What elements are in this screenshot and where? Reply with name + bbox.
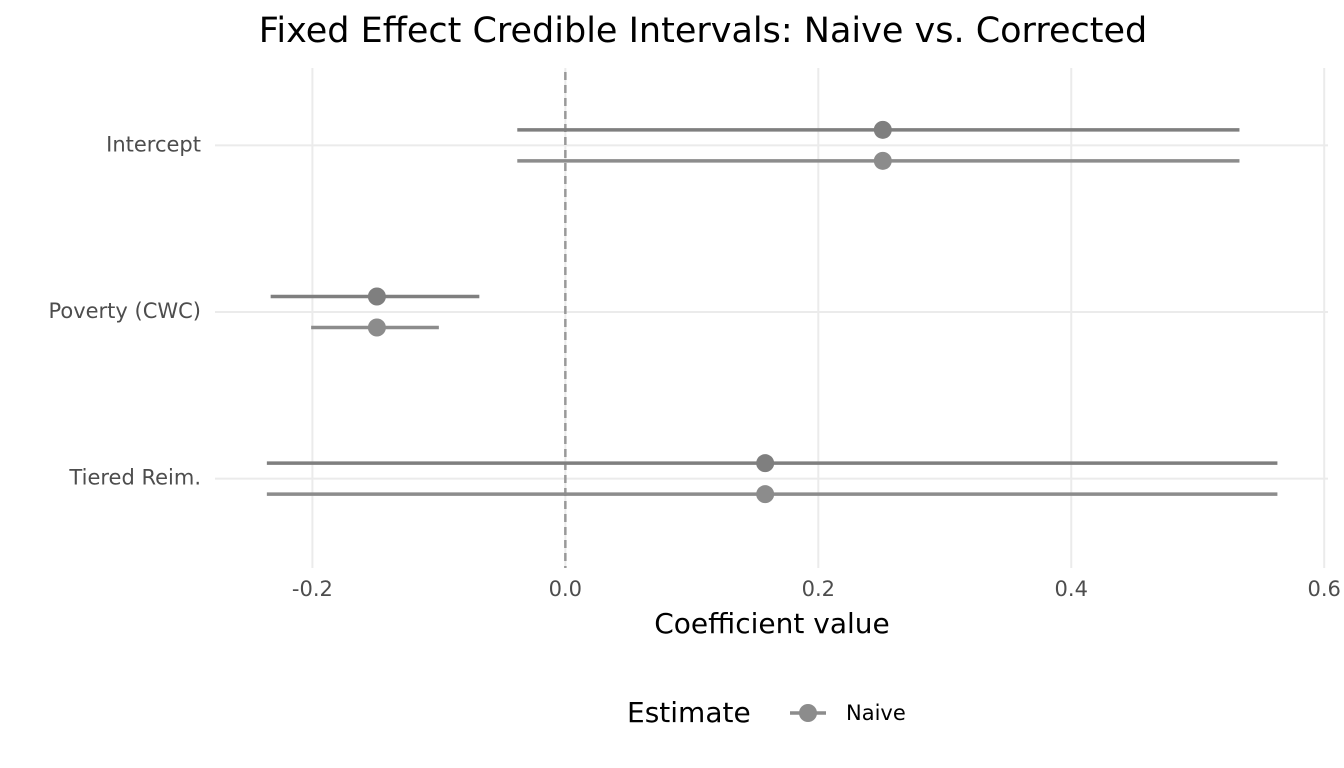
point xyxy=(756,454,775,473)
y-tick-label: Intercept xyxy=(106,132,201,156)
point xyxy=(367,287,386,306)
x-tick-label: 0.4 xyxy=(1055,577,1088,601)
point xyxy=(756,485,775,504)
chart-title: Fixed Effect Credible Intervals: Naive v… xyxy=(259,11,1147,51)
legend-label: Naive xyxy=(846,701,906,725)
x-tick-label: 0.0 xyxy=(549,577,582,601)
point xyxy=(873,151,892,170)
x-axis-label: Coefficient value xyxy=(654,607,889,640)
legend-key xyxy=(799,704,817,722)
point xyxy=(873,120,892,139)
x-tick-label: 0.2 xyxy=(802,577,835,601)
y-tick-label: Poverty (CWC) xyxy=(48,299,201,323)
x-tick-label: 0.6 xyxy=(1308,577,1341,601)
point xyxy=(367,318,386,337)
y-tick-label: Tiered Reim. xyxy=(68,466,201,490)
legend-title: Estimate xyxy=(627,696,751,729)
x-tick-label: -0.2 xyxy=(292,577,333,601)
